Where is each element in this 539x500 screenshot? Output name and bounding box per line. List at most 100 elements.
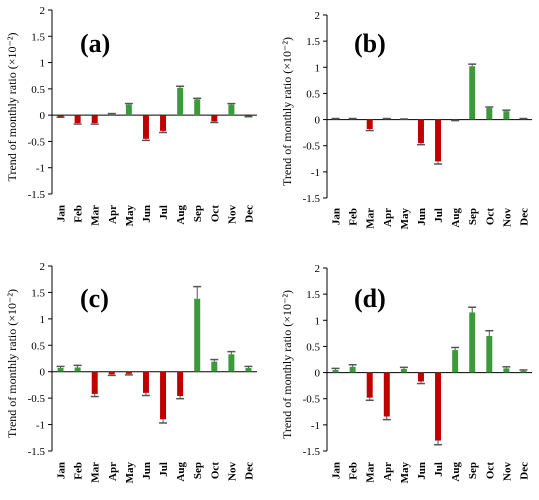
bar-apr	[108, 371, 115, 375]
bar-jun	[142, 371, 149, 393]
month-label-aug: Aug	[175, 205, 187, 225]
bar-dec	[245, 368, 252, 372]
month-label-apr: Apr	[107, 205, 119, 224]
y-tick-label: -1.5	[28, 189, 46, 201]
month-label-jun: Jun	[416, 462, 428, 480]
y-tick-label: 1	[315, 315, 321, 327]
bar-jul	[160, 371, 167, 420]
y-tick-label: 1	[315, 62, 321, 74]
month-label-jan: Jan	[56, 462, 68, 479]
y-tick-label: 2	[315, 10, 321, 22]
chart-panel-2: 2 1.5 1 0.5 0 -0.5 -1 -1.5 Jan Feb Mar Apr May Jun Jul…	[280, 10, 532, 229]
bar-nov	[228, 354, 235, 372]
month-label-mar: Mar	[365, 208, 377, 229]
bar-jul	[435, 119, 442, 162]
month-label-mar: Mar	[365, 462, 377, 483]
y-tick-label: -1.5	[28, 446, 46, 458]
month-label-mar: Mar	[90, 205, 102, 226]
bar-sep	[469, 66, 476, 120]
bar-oct	[211, 361, 218, 372]
y-tick-label: 0.5	[31, 340, 45, 352]
bar-sep	[194, 298, 201, 372]
panel-label: (b)	[354, 29, 386, 58]
y-tick-label: 0	[315, 115, 321, 127]
bar-oct	[486, 108, 493, 120]
y-tick-label: -1	[36, 420, 45, 432]
chart-panel-4: 2 1.5 1 0.5 0 -0.5 -1 -1.5 Jan Feb Mar Apr May Jun Jul…	[280, 263, 532, 483]
panel-label: (c)	[80, 284, 109, 313]
y-tick-label: 0	[40, 110, 46, 122]
month-label-jul: Jul	[158, 205, 170, 220]
y-tick-label: 0.5	[306, 88, 320, 100]
y-tick-label: -0.5	[28, 136, 46, 148]
month-label-jan: Jan	[56, 205, 68, 222]
bar-jun	[417, 119, 424, 144]
month-label-nov: Nov	[501, 462, 513, 481]
month-label-jun: Jun	[141, 205, 153, 223]
y-tick-label: 0.5	[31, 84, 45, 96]
month-label-apr: Apr	[107, 462, 119, 481]
bar-aug	[452, 350, 459, 373]
month-label-jun: Jun	[416, 208, 428, 226]
month-label-jul: Jul	[433, 208, 445, 223]
month-label-feb: Feb	[348, 462, 360, 480]
month-label-sep: Sep	[192, 205, 204, 222]
y-tick-label: -1.5	[303, 446, 321, 458]
bar-mar	[366, 119, 373, 129]
panel-label: (a)	[80, 29, 110, 58]
month-label-nov: Nov	[501, 208, 513, 227]
bar-nov	[228, 104, 235, 116]
bar-jun	[142, 115, 149, 139]
month-label-oct: Oct	[209, 205, 221, 222]
bar-sep	[469, 312, 476, 373]
month-label-jan: Jan	[331, 462, 343, 479]
y-tick-label: -0.5	[28, 393, 46, 405]
bar-nov	[503, 111, 510, 120]
month-label-sep: Sep	[467, 462, 479, 479]
y-tick-label: 1	[40, 314, 46, 326]
bar-oct	[486, 335, 493, 373]
y-tick-label: 0.5	[306, 341, 320, 353]
month-label-dec: Dec	[518, 208, 530, 226]
y-axis-title: Trend of monthly ratio (×10⁻²)	[5, 289, 19, 438]
bar-apr	[383, 372, 390, 417]
month-label-sep: Sep	[192, 462, 204, 479]
y-tick-label: 2	[40, 261, 46, 273]
month-label-may: May	[399, 208, 411, 230]
bar-may	[125, 104, 132, 116]
y-tick-label: 1	[40, 58, 46, 70]
y-tick-label: 0	[40, 367, 46, 379]
y-tick-label: 1.5	[306, 36, 320, 48]
bar-feb	[349, 366, 356, 373]
month-label-nov: Nov	[226, 205, 238, 224]
y-tick-label: -1.5	[303, 193, 321, 205]
month-label-aug: Aug	[450, 208, 462, 228]
month-label-dec: Dec	[518, 462, 530, 480]
chart-panel-3: 2 1.5 1 0.5 0 -0.5 -1 -1.5 Jan Feb Mar Apr May Jun Jul…	[5, 261, 257, 483]
panel-label: (d)	[354, 284, 386, 313]
month-label-may: May	[124, 205, 136, 227]
month-label-jun: Jun	[141, 462, 153, 480]
month-label-nov: Nov	[226, 462, 238, 481]
bar-oct	[211, 115, 218, 122]
bar-mar	[366, 372, 373, 398]
chart-panel-1: 2 1.5 1 0.5 0 -0.5 -1 -1.5 Jan Feb Mar Apr May Jun Jul…	[5, 5, 257, 226]
bar-feb	[74, 115, 81, 124]
month-label-aug: Aug	[175, 462, 187, 482]
month-label-dec: Dec	[243, 205, 255, 223]
bar-mar	[91, 115, 98, 124]
month-label-may: May	[399, 462, 411, 484]
month-label-oct: Oct	[209, 462, 221, 479]
bar-sep	[194, 99, 201, 116]
y-axis-title: Trend of monthly ratio (×10⁻²)	[280, 290, 294, 439]
bar-jan	[57, 368, 64, 372]
bar-jul	[435, 372, 442, 441]
y-tick-label: -0.5	[303, 141, 321, 153]
bar-jul	[160, 115, 167, 131]
y-tick-label: -1	[36, 163, 45, 175]
bar-may	[400, 368, 407, 373]
month-label-mar: Mar	[90, 462, 102, 483]
bar-feb	[74, 367, 81, 372]
month-label-feb: Feb	[348, 208, 360, 226]
